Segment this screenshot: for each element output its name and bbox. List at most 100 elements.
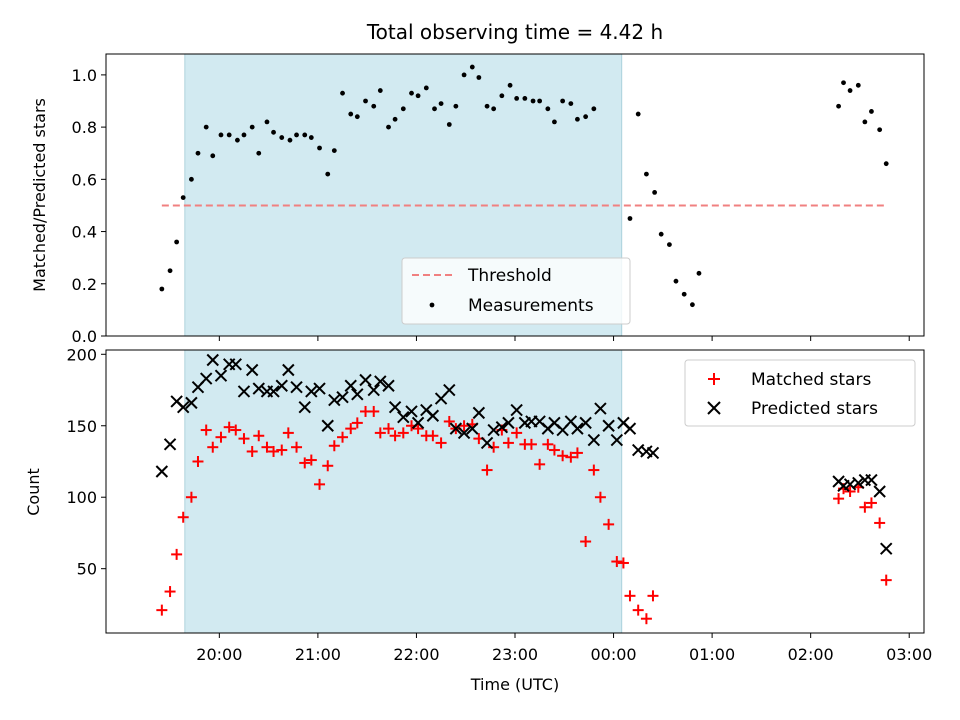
top-legend: Threshold Measurements: [401, 257, 631, 325]
legend-threshold-label: Threshold: [467, 266, 552, 286]
matched-star-point: [632, 604, 644, 616]
measurement-point: [195, 150, 201, 156]
measurement-point: [877, 127, 883, 133]
measurement-point: [371, 103, 377, 109]
matched-star-point: [389, 430, 401, 442]
predicted-star-point: [495, 420, 509, 434]
measurement-point: [256, 150, 262, 156]
matched-star-point: [314, 478, 326, 490]
predicted-star-point: [206, 353, 219, 367]
legend-measurements-swatch: [429, 302, 435, 308]
measurement-point: [552, 119, 557, 125]
measurement-point: [446, 122, 452, 127]
measurement-point: [696, 270, 702, 276]
predicted-star-point: [852, 476, 865, 490]
measurement-point: [681, 291, 687, 297]
matched-star-point: [880, 574, 892, 586]
matched-star-point: [548, 444, 560, 456]
measurement-point: [317, 145, 322, 151]
top-y-tick-label: 0.2: [72, 275, 97, 294]
predicted-star-point: [646, 446, 660, 460]
top-legend-box: [401, 257, 631, 325]
matched-star-point: [603, 518, 615, 530]
predicted-star-point: [344, 379, 357, 392]
measurement-point: [249, 124, 255, 130]
predicted-star-point: [443, 383, 456, 397]
measurement-point: [340, 90, 345, 96]
matched-star-point: [611, 556, 623, 568]
measurement-point: [583, 114, 589, 120]
matched-star-point: [185, 491, 197, 503]
predicted-star-point: [865, 473, 878, 487]
top-y-tick-label: 0.6: [72, 170, 97, 189]
measurement-point: [432, 106, 437, 112]
measurement-point: [635, 111, 641, 117]
measurement-point: [841, 80, 846, 86]
predicted-star-point: [880, 542, 893, 555]
measurement-point: [530, 98, 536, 104]
predicted-star-point: [602, 419, 615, 432]
legend-predicted-label: Predicted stars: [751, 399, 878, 419]
measurement-point: [235, 137, 240, 143]
measurement-point: [855, 82, 861, 88]
predicted-star-point: [405, 405, 418, 418]
matched-star-point: [525, 438, 537, 450]
top-axes-frame: [105, 53, 925, 337]
matched-star-point: [502, 437, 514, 449]
chart-title: Total observing time = 4.42 h: [366, 20, 663, 44]
matched-star-point: [156, 604, 168, 616]
measurement-point: [673, 278, 679, 284]
measurement-point: [308, 135, 314, 140]
matched-star-point: [833, 493, 845, 505]
matched-star-point: [594, 491, 606, 503]
predicted-star-point: [382, 379, 395, 392]
predicted-star-point: [336, 390, 349, 404]
measurement-point: [409, 90, 414, 96]
measurement-point: [575, 116, 580, 122]
predicted-star-point: [237, 385, 251, 398]
measurement-point: [491, 106, 497, 112]
measurement-point: [476, 75, 482, 80]
matched-star-point: [291, 441, 303, 453]
matched-star-point: [337, 431, 349, 443]
top-y-tick-label: 0.4: [72, 223, 97, 242]
predicted-star-point: [374, 375, 387, 388]
measurement-point: [883, 161, 889, 167]
measurement-point: [545, 106, 551, 112]
top-y-tick-label: 0.0: [72, 327, 97, 346]
matched-star-point: [580, 536, 592, 548]
predicted-star-point: [214, 369, 228, 382]
matched-star-point: [624, 590, 636, 602]
predicted-star-point: [328, 393, 341, 407]
measurement-point: [354, 114, 360, 120]
predicted-star-point: [290, 380, 303, 394]
measurement-point: [469, 64, 475, 70]
matched-star-point: [351, 417, 363, 429]
measurement-point: [522, 95, 528, 101]
measurement-point: [627, 216, 633, 221]
x-tick-label: 20:00: [196, 645, 242, 664]
matched-star-point: [322, 460, 334, 472]
legend-measurements-label: Measurements: [468, 296, 594, 316]
measurement-point: [869, 109, 874, 114]
predicted-star-point: [199, 372, 213, 385]
top-y-axis: 0.0 0.2 0.4 0.6 0.8 1.0: [72, 66, 106, 346]
predicted-star-point: [388, 400, 402, 414]
matched-star-point: [276, 444, 288, 456]
predicted-star-point: [594, 402, 607, 415]
measurement-point: [159, 286, 165, 292]
measurement-point: [325, 171, 331, 177]
measurement-point: [667, 242, 672, 248]
predicted-star-point: [472, 406, 486, 420]
measurement-point: [331, 148, 337, 154]
bottom-shaded-interval: [184, 349, 623, 634]
predicted-star-point: [163, 438, 177, 451]
legend-matched-swatch: [708, 373, 720, 385]
matched-star-point: [268, 445, 280, 457]
matched-star-point: [571, 447, 583, 459]
matched-star-point: [207, 441, 219, 453]
predicted-star-point: [623, 422, 637, 435]
measurement-point: [180, 195, 186, 201]
predicted-star-point: [510, 403, 523, 417]
